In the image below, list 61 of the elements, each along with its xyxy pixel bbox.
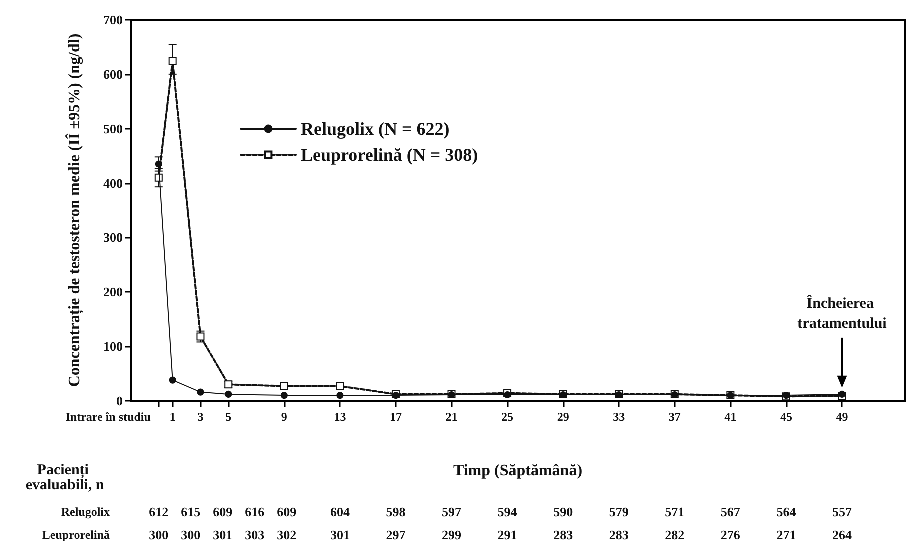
text: 302 <box>277 528 297 542</box>
y-tick-label: 600 <box>104 66 123 82</box>
x-tick-label: 3 <box>198 410 204 424</box>
text: 303 <box>245 528 266 542</box>
annotation: Încheierea tratamentului <box>798 294 887 332</box>
x-tick-label: 21 <box>446 410 458 424</box>
text: 282 <box>665 528 685 542</box>
text: Intrare în studiu <box>66 410 152 424</box>
x-tick-label: 25 <box>502 410 514 424</box>
text: 615 <box>181 504 202 520</box>
text: 300 <box>181 528 201 542</box>
x-tick-label: 13 <box>334 410 346 424</box>
text: 598 <box>386 504 406 520</box>
text: 264 <box>832 528 852 542</box>
y-tick-label: 100 <box>104 339 123 354</box>
text: 283 <box>554 528 574 542</box>
text: 567 <box>720 504 741 520</box>
text: 594 <box>498 504 518 520</box>
text: 301 <box>330 528 350 542</box>
y-tick-label: 500 <box>104 121 123 136</box>
x-tick-label: 17 <box>390 410 402 424</box>
x-tick-label: 41 <box>724 410 737 424</box>
text: 564 <box>776 504 797 520</box>
x-tick-label: 29 <box>557 410 570 424</box>
legend-label: Relugolix (N = 622) <box>301 119 450 139</box>
text: 300 <box>149 528 169 542</box>
text: 283 <box>609 528 630 542</box>
text: 299 <box>442 528 462 542</box>
text: Relugolix <box>61 505 110 519</box>
y-tick-label: 300 <box>104 230 123 246</box>
text: 616 <box>245 504 266 520</box>
y-tick-label: 0 <box>116 394 123 408</box>
x-tick-label: 1 <box>170 410 176 424</box>
text: 597 <box>442 504 462 520</box>
text: 604 <box>330 504 350 520</box>
x-tick-label: 37 <box>668 410 681 424</box>
y-tick-label: 200 <box>104 284 123 300</box>
y-tick-label: 400 <box>104 176 123 191</box>
text: 612 <box>149 504 169 520</box>
x-tick-label: 49 <box>836 410 848 424</box>
text: 609 <box>213 504 234 520</box>
x-tick-label: 5 <box>226 410 232 424</box>
text: 571 <box>665 504 685 520</box>
text: Pacienți evaluabili, n <box>26 462 105 494</box>
x-tick-label: 9 <box>281 410 288 424</box>
text: Leuprorelină <box>42 528 110 542</box>
x-axis-title: Timp (Săptămână) <box>453 462 583 480</box>
y-tick-label: 700 <box>104 12 123 28</box>
text: 301 <box>213 528 233 542</box>
text: 590 <box>554 504 574 520</box>
text: 276 <box>720 528 741 542</box>
text: 609 <box>277 504 298 520</box>
text: 271 <box>776 528 796 542</box>
text: 557 <box>832 504 852 520</box>
y-axis-title: Concentrație de testosteron medie (IÎ ±95%) (ng/dl) <box>66 34 84 388</box>
text: 291 <box>498 528 518 542</box>
text: 297 <box>386 528 406 542</box>
text: 579 <box>609 504 630 520</box>
x-tick-label: 45 <box>780 410 792 424</box>
legend-label: Leuprorelină (N = 308) <box>301 145 478 165</box>
x-tick-label: 33 <box>613 410 626 424</box>
